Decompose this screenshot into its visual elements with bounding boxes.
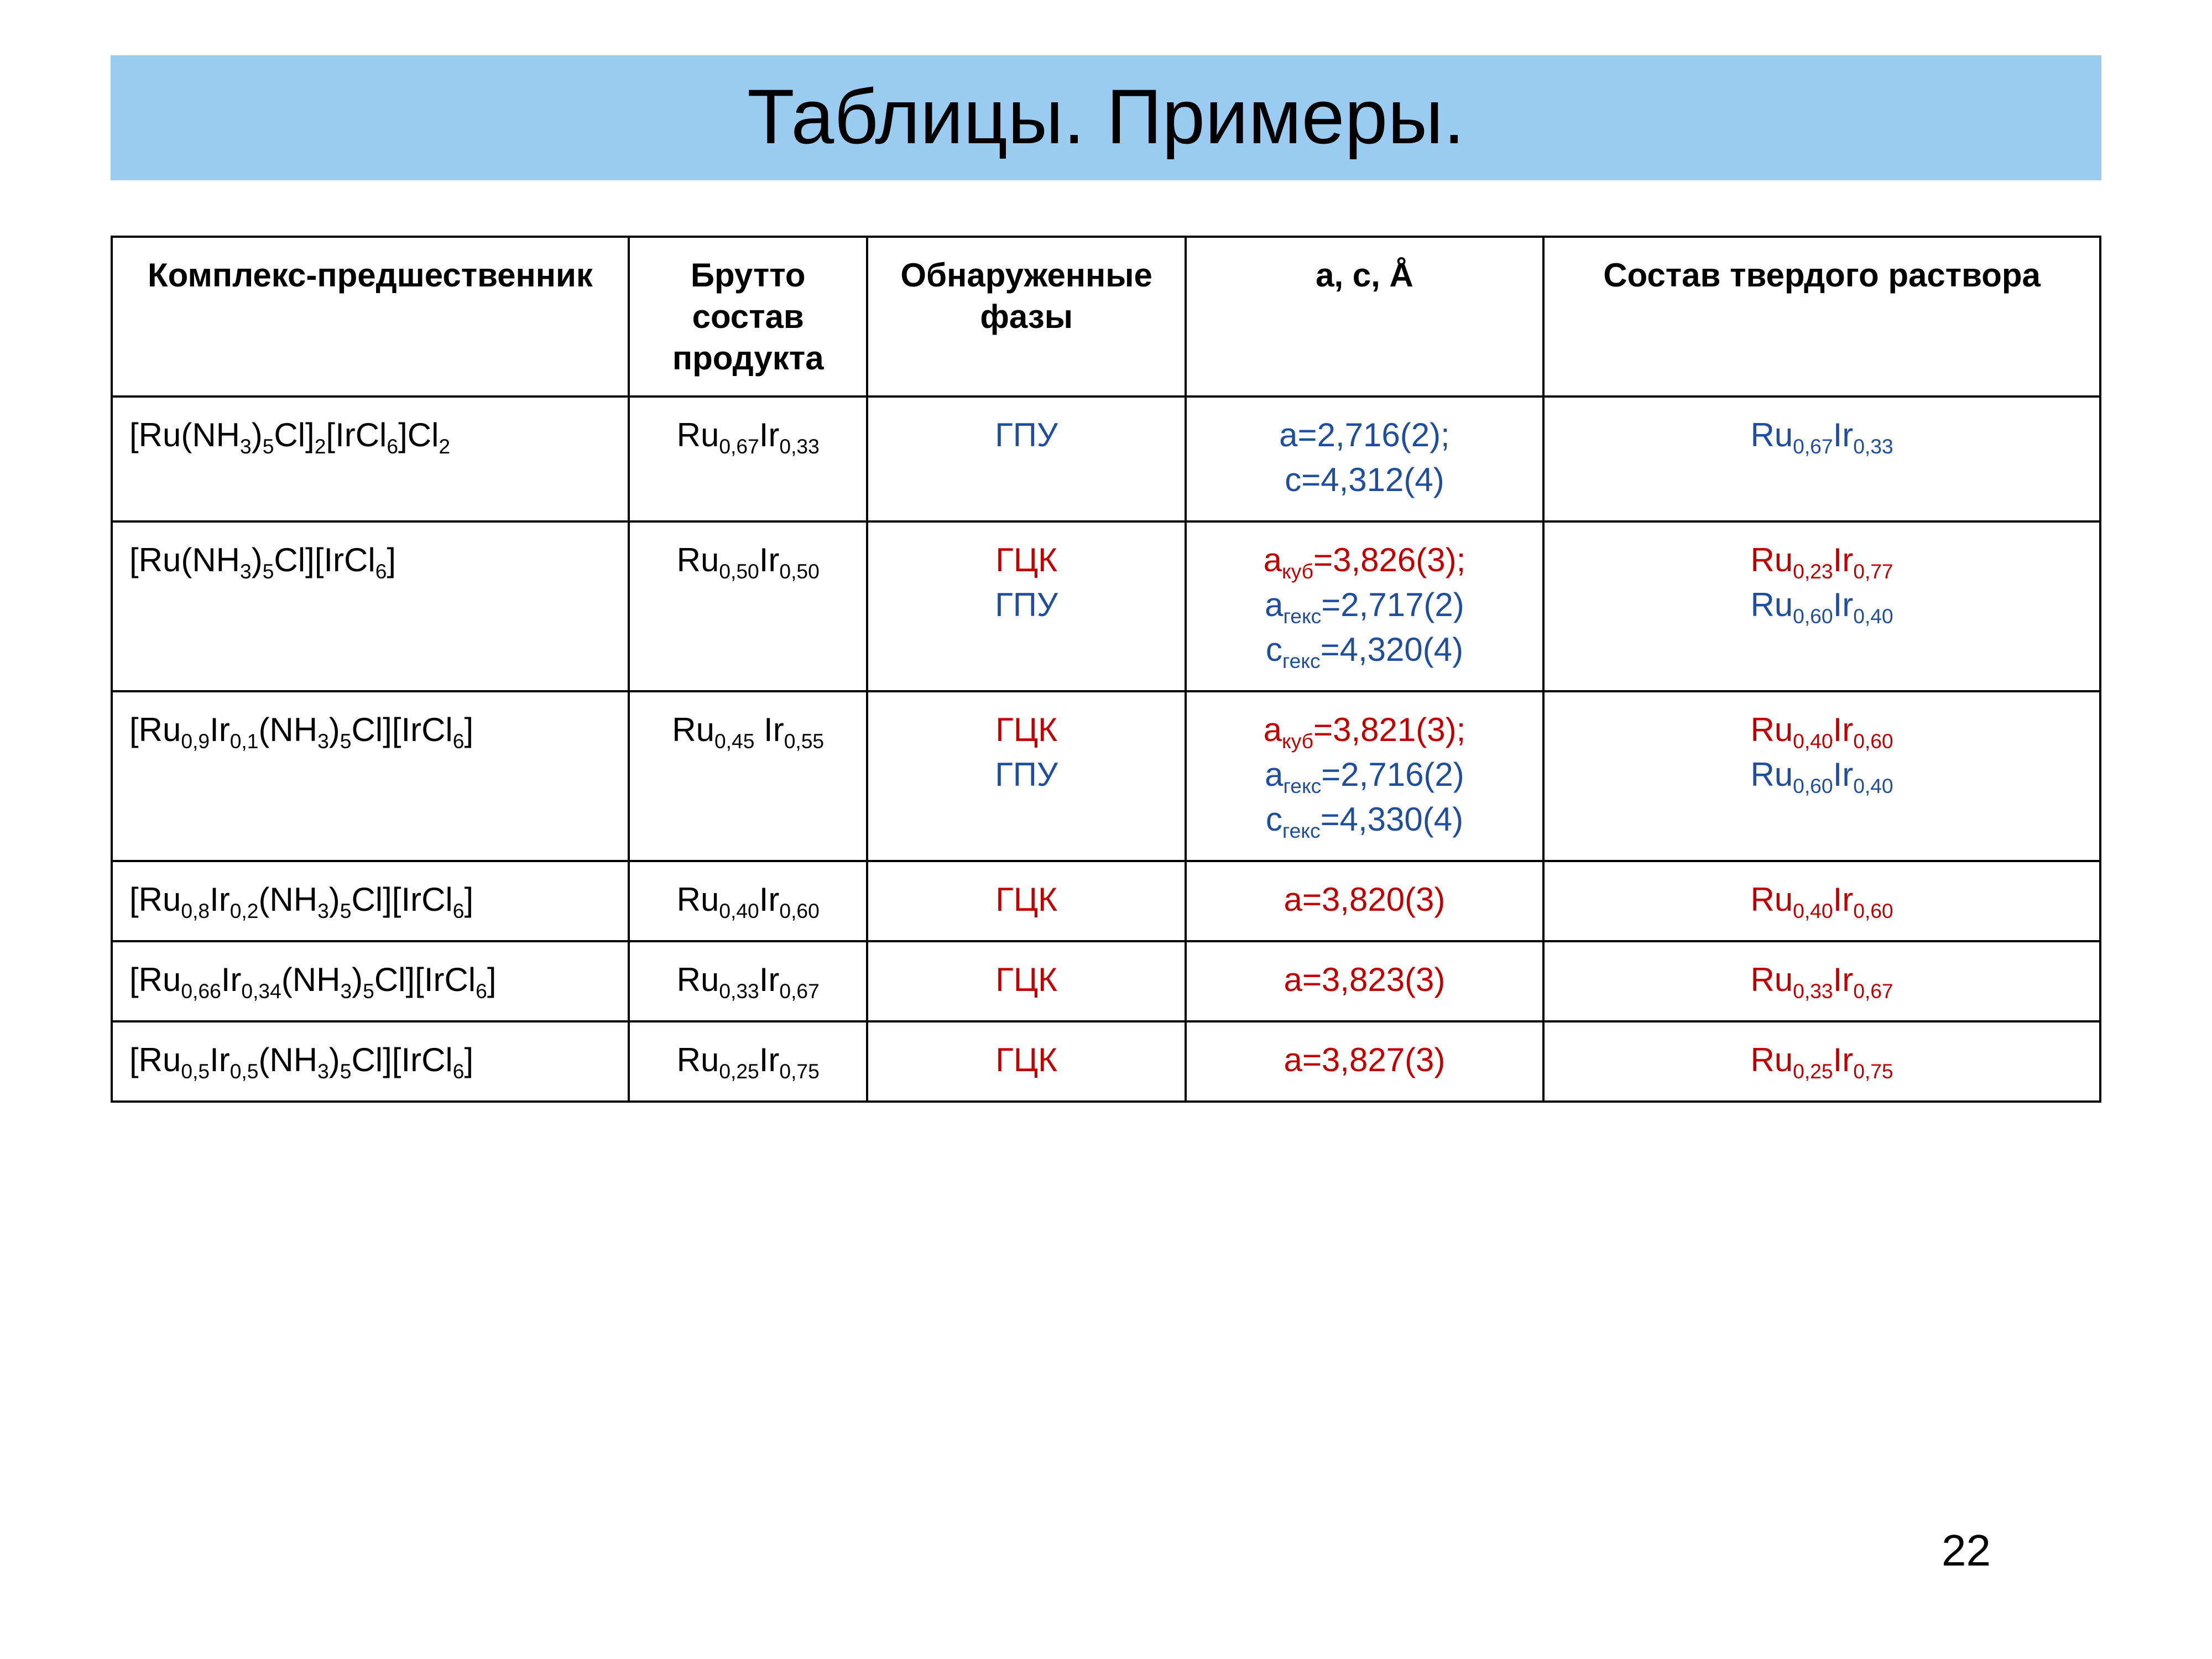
phase-line: ГЦК — [885, 959, 1167, 1000]
col-header-brutto: Брутто состав продукта — [629, 237, 868, 397]
cell-precursor: [Ru0,9Ir0,1(NH3)5Cl][IrCl6] — [112, 691, 629, 861]
phase-line: ГЦК — [885, 539, 1167, 581]
phase-line: ГЦК — [885, 879, 1167, 920]
solid-solution-line: Ru0,33Ir0,67 — [1561, 959, 2083, 1000]
table-row: [Ru(NH3)5Cl]2[IrCl6]Cl2Ru0,67Ir0,33ГПУa=… — [112, 397, 2100, 521]
lattice-line: cгекс=4,330(4) — [1203, 799, 1526, 840]
phase-line: ГПУ — [885, 754, 1167, 795]
lattice-line: a=3,827(3) — [1203, 1039, 1526, 1081]
cell-precursor: [Ru0,5Ir0,5(NH3)5Cl][IrCl6] — [112, 1021, 629, 1102]
phase-line: ГПУ — [885, 414, 1167, 456]
title-bar: Таблицы. Примеры. — [111, 55, 2101, 180]
solid-solution-line: Ru0,40Ir0,60 — [1561, 879, 2083, 920]
solid-solution-line: Ru0,60Ir0,40 — [1561, 584, 2083, 625]
cell-lattice: a=3,820(3) — [1186, 861, 1543, 941]
col-header-precursor: Комплекс-предшественник — [112, 237, 629, 397]
table-head: Комплекс-предшественник Брутто состав пр… — [112, 237, 2100, 397]
table-header-row: Комплекс-предшественник Брутто состав пр… — [112, 237, 2100, 397]
table-row: [Ru0,5Ir0,5(NH3)5Cl][IrCl6]Ru0,25Ir0,75Г… — [112, 1021, 2100, 1102]
cell-precursor: [Ru(NH3)5Cl][IrCl6] — [112, 521, 629, 691]
solid-solution-line: Ru0,40Ir0,60 — [1561, 709, 2083, 750]
cell-solid-solution: Ru0,40Ir0,60 — [1543, 861, 2100, 941]
cell-phases: ГЦКГПУ — [867, 691, 1185, 861]
cell-precursor: [Ru0,8Ir0,2(NH3)5Cl][IrCl6] — [112, 861, 629, 941]
phase-line: ГЦК — [885, 1039, 1167, 1081]
solid-solution-line: Ru0,23Ir0,77 — [1561, 539, 2083, 581]
solid-solution-line: Ru0,67Ir0,33 — [1561, 414, 2083, 456]
lattice-line: cгекс=4,320(4) — [1203, 629, 1526, 670]
slide-title: Таблицы. Примеры. — [747, 73, 1465, 160]
solid-solution-line: Ru0,60Ir0,40 — [1561, 754, 2083, 795]
table-row: [Ru0,8Ir0,2(NH3)5Cl][IrCl6]Ru0,40Ir0,60Г… — [112, 861, 2100, 941]
table-body: [Ru(NH3)5Cl]2[IrCl6]Cl2Ru0,67Ir0,33ГПУa=… — [112, 397, 2100, 1102]
col-header-phases: Обнаруженные фазы — [867, 237, 1185, 397]
lattice-line: aгекс=2,717(2) — [1203, 584, 1526, 625]
slide: Таблицы. Примеры. Комплекс-предшественни… — [0, 0, 2212, 1659]
cell-solid-solution: Ru0,67Ir0,33 — [1543, 397, 2100, 521]
cell-brutto: Ru0,45 Ir0,55 — [629, 691, 868, 861]
cell-solid-solution: Ru0,33Ir0,67 — [1543, 941, 2100, 1021]
phase-line: ГЦК — [885, 709, 1167, 750]
lattice-line: aгекс=2,716(2) — [1203, 754, 1526, 795]
cell-lattice: a=3,827(3) — [1186, 1021, 1543, 1102]
cell-brutto: Ru0,40Ir0,60 — [629, 861, 868, 941]
col-header-solid-solution: Состав твердого раствора — [1543, 237, 2100, 397]
col-header-lattice: a, c, Å — [1186, 237, 1543, 397]
cell-brutto: Ru0,67Ir0,33 — [629, 397, 868, 521]
lattice-line: a=3,823(3) — [1203, 959, 1526, 1000]
cell-lattice: a=2,716(2);c=4,312(4) — [1186, 397, 1543, 521]
cell-solid-solution: Ru0,23Ir0,77Ru0,60Ir0,40 — [1543, 521, 2100, 691]
phase-line: ГПУ — [885, 584, 1167, 625]
cell-phases: ГЦКГПУ — [867, 521, 1185, 691]
cell-brutto: Ru0,50Ir0,50 — [629, 521, 868, 691]
page-number: 22 — [1942, 1525, 1991, 1576]
lattice-line: aкуб=3,821(3); — [1203, 709, 1526, 750]
cell-precursor: [Ru(NH3)5Cl]2[IrCl6]Cl2 — [112, 397, 629, 521]
lattice-line: a=2,716(2); — [1203, 414, 1526, 456]
cell-phases: ГПУ — [867, 397, 1185, 521]
cell-lattice: a=3,823(3) — [1186, 941, 1543, 1021]
solid-solution-line: Ru0,25Ir0,75 — [1561, 1039, 2083, 1081]
lattice-line: a=3,820(3) — [1203, 879, 1526, 920]
cell-phases: ГЦК — [867, 941, 1185, 1021]
cell-lattice: aкуб=3,821(3);aгекс=2,716(2)cгекс=4,330(… — [1186, 691, 1543, 861]
cell-precursor: [Ru0,66Ir0,34(NH3)5Cl][IrCl6] — [112, 941, 629, 1021]
cell-lattice: aкуб=3,826(3);aгекс=2,717(2)cгекс=4,320(… — [1186, 521, 1543, 691]
data-table: Комплекс-предшественник Брутто состав пр… — [111, 236, 2101, 1103]
cell-solid-solution: Ru0,25Ir0,75 — [1543, 1021, 2100, 1102]
cell-brutto: Ru0,25Ir0,75 — [629, 1021, 868, 1102]
table-row: [Ru0,66Ir0,34(NH3)5Cl][IrCl6]Ru0,33Ir0,6… — [112, 941, 2100, 1021]
cell-solid-solution: Ru0,40Ir0,60Ru0,60Ir0,40 — [1543, 691, 2100, 861]
table-container: Комплекс-предшественник Брутто состав пр… — [111, 236, 2101, 1103]
cell-phases: ГЦК — [867, 861, 1185, 941]
cell-phases: ГЦК — [867, 1021, 1185, 1102]
cell-brutto: Ru0,33Ir0,67 — [629, 941, 868, 1021]
lattice-line: c=4,312(4) — [1203, 459, 1526, 500]
lattice-line: aкуб=3,826(3); — [1203, 539, 1526, 581]
table-row: [Ru(NH3)5Cl][IrCl6]Ru0,50Ir0,50ГЦКГПУaку… — [112, 521, 2100, 691]
table-row: [Ru0,9Ir0,1(NH3)5Cl][IrCl6]Ru0,45 Ir0,55… — [112, 691, 2100, 861]
